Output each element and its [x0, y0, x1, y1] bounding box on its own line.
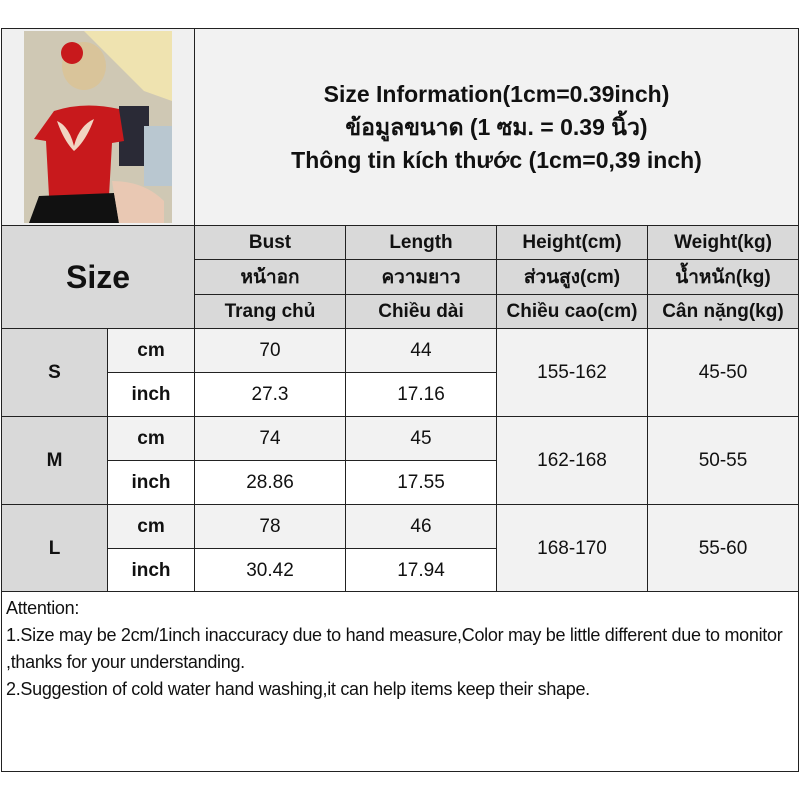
length-cm: 46 — [345, 504, 497, 549]
length-inch: 17.16 — [345, 372, 497, 417]
column-header-vi: Chiều cao(cm) — [496, 294, 648, 330]
length-inch: 17.55 — [345, 460, 497, 505]
column-header-th: น้ำหนัก(kg) — [647, 259, 799, 295]
unit-cm: cm — [107, 328, 195, 373]
length-cm: 44 — [345, 328, 497, 373]
column-header-en: Height(cm) — [496, 225, 648, 260]
note-1: 1.Size may be 2cm/1inch inaccuracy due t… — [6, 625, 783, 672]
column-header-en: Weight(kg) — [647, 225, 799, 260]
attention-notes: Attention: 1.Size may be 2cm/1inch inacc… — [1, 591, 799, 772]
bust-inch: 30.42 — [194, 548, 346, 593]
title-english: Size Information(1cm=0.39inch) — [323, 80, 670, 107]
column-header-vi: Cân nặng(kg) — [647, 294, 799, 330]
bust-cm: 78 — [194, 504, 346, 549]
bust-inch: 28.86 — [194, 460, 346, 505]
column-header-vi: Trang chủ — [194, 294, 346, 330]
column-header-en: Bust — [194, 225, 346, 260]
weight-range: 55-60 — [647, 504, 799, 593]
column-header-vi: Chiều dài — [345, 294, 497, 330]
unit-inch: inch — [107, 372, 195, 417]
column-header-th: ความยาว — [345, 259, 497, 295]
unit-inch: inch — [107, 548, 195, 593]
length-cm: 45 — [345, 416, 497, 461]
size-label: M — [1, 416, 108, 505]
bust-cm: 70 — [194, 328, 346, 373]
product-photo — [24, 31, 172, 223]
unit-cm: cm — [107, 504, 195, 549]
unit-cm: cm — [107, 416, 195, 461]
length-inch: 17.94 — [345, 548, 497, 593]
product-photo-cell — [1, 28, 195, 226]
notes-heading: Attention: — [6, 598, 80, 618]
size-info-title: Size Information(1cm=0.39inch) ข้อมูลขนา… — [194, 28, 799, 226]
bust-inch: 27.3 — [194, 372, 346, 417]
weight-range: 50-55 — [647, 416, 799, 505]
title-vietnamese: Thông tin kích thước (1cm=0,39 inch) — [291, 146, 702, 173]
column-header-en: Length — [345, 225, 497, 260]
weight-range: 45-50 — [647, 328, 799, 417]
height-range: 168-170 — [496, 504, 648, 593]
column-header-th: ส่วนสูง(cm) — [496, 259, 648, 295]
column-header-th: หน้าอก — [194, 259, 346, 295]
title-thai: ข้อมูลขนาด (1 ซม. = 0.39 นิ้ว) — [345, 113, 648, 140]
size-header: Size — [1, 225, 195, 329]
bust-cm: 74 — [194, 416, 346, 461]
height-range: 155-162 — [496, 328, 648, 417]
note-2: 2.Suggestion of cold water hand washing,… — [6, 679, 590, 699]
size-label: S — [1, 328, 108, 417]
height-range: 162-168 — [496, 416, 648, 505]
size-label: L — [1, 504, 108, 593]
unit-inch: inch — [107, 460, 195, 505]
